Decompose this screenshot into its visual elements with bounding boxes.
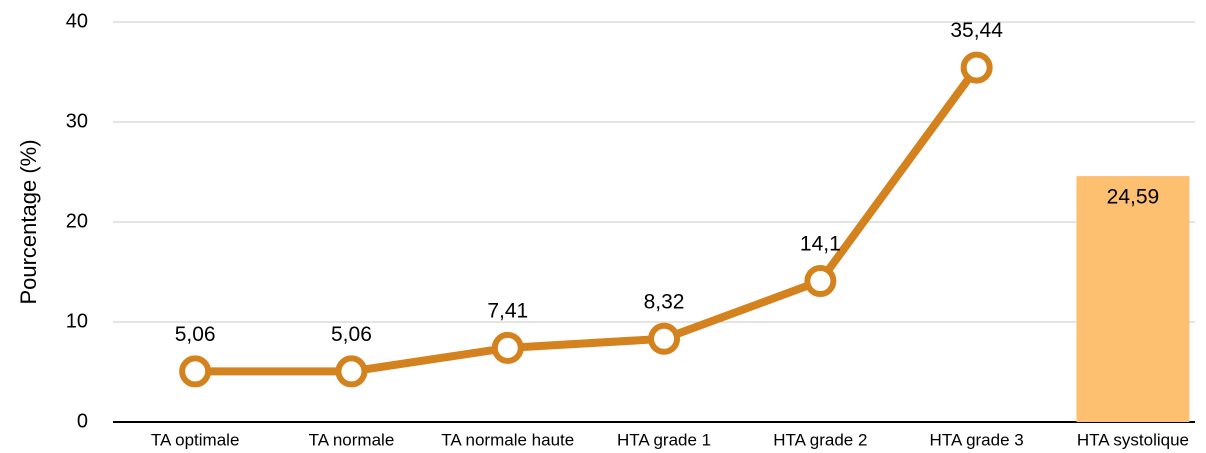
x-tick-label: HTA systolique <box>1077 430 1189 449</box>
y-axis-label: Pourcentage (%) <box>16 139 41 304</box>
line <box>195 65 980 376</box>
data-label: 7,41 <box>487 299 528 322</box>
marker <box>648 322 681 355</box>
marker <box>335 355 368 388</box>
marker <box>960 51 993 84</box>
x-tick-label: HTA grade 3 <box>930 430 1024 449</box>
data-label: 14,1 <box>800 233 841 256</box>
bar <box>1076 176 1190 422</box>
marker <box>179 355 212 388</box>
y-tick-label: 40 <box>66 10 88 32</box>
marker <box>491 331 524 364</box>
x-tick-label: TA optimale <box>151 430 240 449</box>
y-tick-label: 20 <box>66 210 88 232</box>
data-label: 8,32 <box>644 290 685 313</box>
marker <box>804 265 837 297</box>
y-tick-label: 10 <box>66 310 88 332</box>
x-tick-label: TA normale <box>309 430 395 449</box>
x-tick-label: TA normale haute <box>441 430 574 449</box>
x-tick-label: HTA grade 2 <box>773 430 867 449</box>
data-label: 35,44 <box>950 19 1003 42</box>
data-label: 5,06 <box>175 323 216 346</box>
data-label: 24,59 <box>1107 186 1160 209</box>
y-tick-label: 0 <box>77 410 88 432</box>
data-label: 5,06 <box>331 323 372 346</box>
x-tick-label: HTA grade 1 <box>617 430 711 449</box>
y-tick-label: 30 <box>66 110 88 132</box>
